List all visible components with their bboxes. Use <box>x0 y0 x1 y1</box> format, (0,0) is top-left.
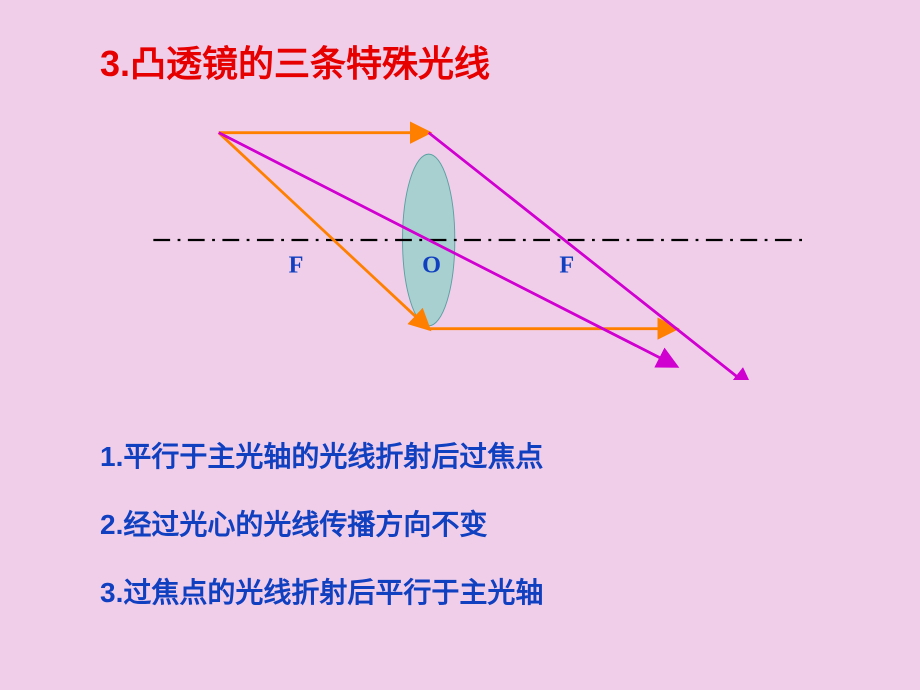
rule-1: 1.平行于主光轴的光线折射后过焦点 <box>100 435 543 475</box>
ray-parallel-refracted <box>429 133 751 380</box>
ray-center-incident <box>219 133 429 240</box>
label-F-right: F <box>559 252 574 279</box>
slide-title: 3.凸透镜的三条特殊光线 <box>100 35 490 87</box>
rules-list: 1.平行于主光轴的光线折射后过焦点 2.经过光心的光线传播方向不变 3.过焦点的… <box>100 435 543 639</box>
rule-2: 2.经过光心的光线传播方向不变 <box>100 503 543 543</box>
ray-focus-incident <box>219 133 429 329</box>
lens-diagram: F O F <box>130 100 830 380</box>
label-O: O <box>422 252 441 279</box>
label-F-left: F <box>289 252 304 279</box>
ray-center-refracted <box>429 240 676 366</box>
rule-3: 3.过焦点的光线折射后平行于主光轴 <box>100 571 543 611</box>
